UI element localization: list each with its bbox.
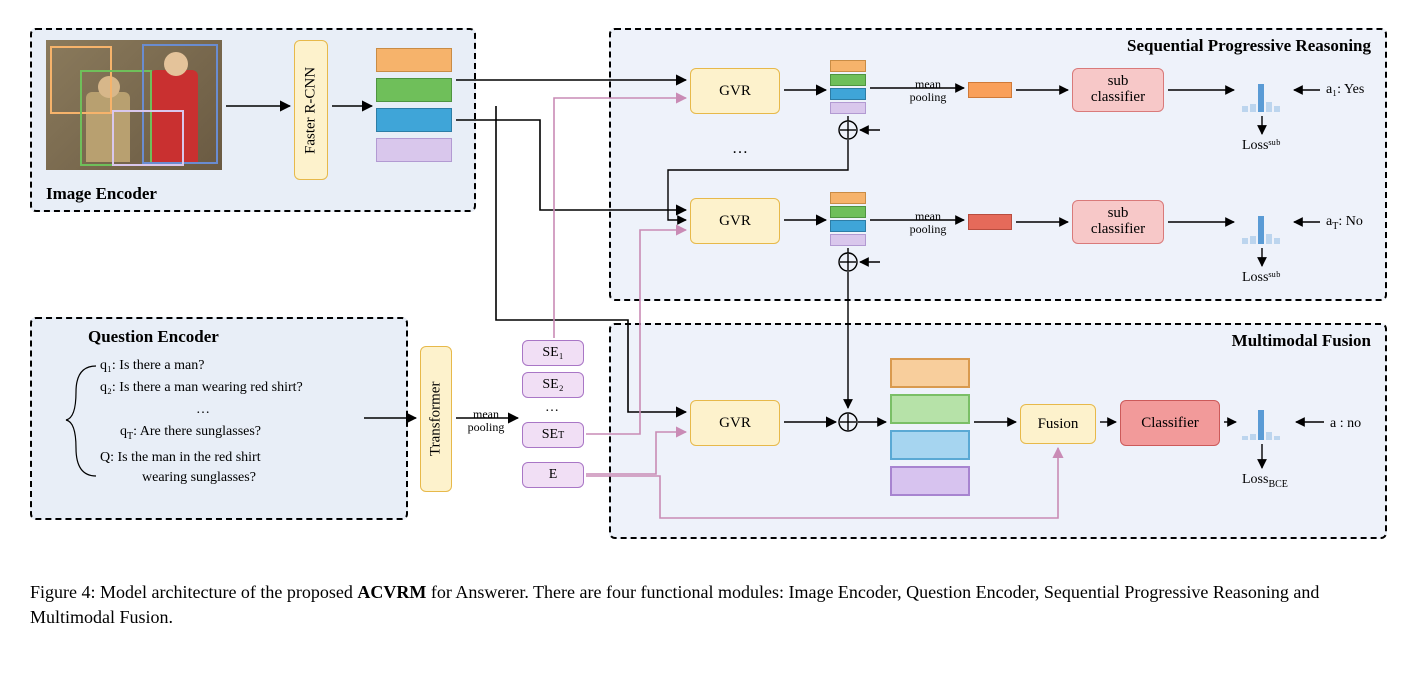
feature-strip-purple [376,138,452,162]
pooled-1 [968,82,1012,98]
q1-text: : Is there a man? [112,358,205,373]
sub-classifier-1: sub classifier [1072,68,1164,112]
feature-strip-green [376,78,452,102]
title-fusion: Multimodal Fusion [1232,331,1371,351]
se1: SE₁ [522,340,584,366]
label-mean-pooling-2: mean pooling [904,210,952,236]
subcls1-l1: sub [1108,74,1129,90]
q2-sub: q₂ [100,380,112,395]
feature-strip-blue [376,108,452,132]
loss-sub-1: Lossˢᵘᵇ [1242,138,1280,154]
fusion-block: Fusion [1020,404,1096,444]
Q-line2: wearing sunglasses? [142,470,256,486]
Q-text: : Is the man in the red shirt [110,450,260,465]
Q-line: Q: Is the man in the red shirt [100,450,261,466]
sub-classifier-2: sub classifier [1072,200,1164,244]
subcls2-l1: sub [1108,206,1129,222]
figure-caption: Figure 4: Model architecture of the prop… [30,580,1390,630]
pooled-2 [968,214,1012,230]
classifier-block: Classifier [1120,400,1220,446]
se-dots: … [545,400,559,416]
seT: SET [522,422,584,448]
qt-sub: q [120,424,127,439]
loss-sub-2: Lossˢᵘᵇ [1242,270,1280,286]
title-image-encoder: Image Encoder [46,184,157,204]
feature-strip-orange [376,48,452,72]
gvr-3: GVR [690,400,780,446]
input-photo [46,40,222,170]
caption-pre: Figure 4: Model architecture of the prop… [30,582,357,602]
aT-post: : No [1338,214,1363,229]
title-spr: Sequential Progressive Reasoning [1127,36,1371,56]
a1-label: a₁: Yes [1326,82,1364,98]
qt-line: qT: Are there sunglasses? [120,424,261,442]
block-faster-rcnn: Faster R-CNN [294,40,328,180]
barchart-mid [1242,214,1290,244]
q2-text: : Is there a man wearing red shirt? [112,380,303,395]
a-final: a : no [1330,416,1361,432]
qt-text: : Are there sunglasses? [133,424,261,439]
panel-question-encoder: Question Encoder [30,317,408,520]
label-mean-pooling-1: mean pooling [904,78,952,104]
label-mean-pooling-q: mean pooling [462,408,510,434]
subcls1-l2: classifier [1091,90,1145,106]
barchart-bottom [1242,408,1290,440]
loss-bce-sub: BCE [1268,479,1287,490]
E: E [522,462,584,488]
barchart-top [1242,82,1290,112]
block-transformer: Transformer [420,346,452,492]
aT-label: aT: No [1326,214,1363,232]
gvr-2: GVR [690,198,780,244]
subcls2-l2: classifier [1091,222,1145,238]
q1-line: q₁: Is there a man? [100,358,204,374]
caption-bold: ACVRM [357,582,426,602]
loss-bce: LossBCE [1242,472,1288,490]
q1-sub: q₁ [100,358,112,373]
q-dots: … [196,402,210,418]
q2-line: q₂: Is there a man wearing red shirt? [100,380,303,396]
se2: SE₂ [522,372,584,398]
bbox-purple [112,110,184,166]
seT-pre: SE [542,427,558,443]
spr-dots: … [732,140,748,158]
Q-sub: Q [100,450,110,465]
title-question-encoder: Question Encoder [88,327,219,347]
seT-T: T [558,430,564,441]
loss-bce-pre: Loss [1242,472,1268,487]
gvr-1: GVR [690,68,780,114]
